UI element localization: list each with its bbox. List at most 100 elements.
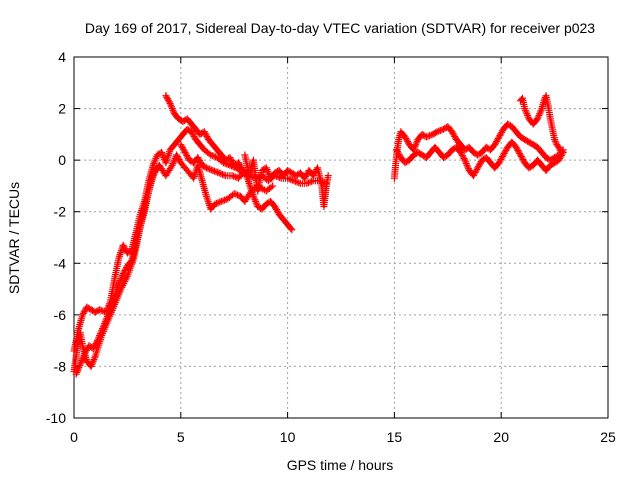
data-point (249, 192, 257, 200)
data-point (152, 165, 160, 173)
data-point (179, 145, 187, 153)
data-point (120, 243, 128, 251)
data-point (89, 359, 97, 367)
x-axis-label: GPS time / hours (287, 457, 394, 473)
data-point (410, 144, 418, 152)
data-point (74, 367, 82, 375)
data-point (118, 271, 126, 279)
data-point (245, 179, 253, 187)
data-point (462, 160, 470, 168)
data-point (170, 158, 178, 166)
data-point (518, 154, 526, 162)
data-point (162, 92, 170, 100)
data-point (216, 198, 224, 206)
data-point (535, 111, 543, 119)
data-point (219, 197, 227, 205)
data-point (273, 207, 281, 215)
data-point (115, 252, 123, 260)
data-point (98, 326, 106, 334)
grid-lines (74, 57, 608, 418)
data-point (119, 270, 127, 278)
data-point (324, 172, 332, 180)
data-point (195, 155, 203, 163)
data-point (175, 156, 183, 164)
data-point (90, 356, 98, 364)
data-point (90, 343, 98, 351)
x-tick-label: 0 (70, 429, 78, 445)
x-tick-label: 15 (387, 429, 403, 445)
data-point (97, 328, 105, 336)
data-point (207, 151, 215, 159)
data-point (432, 129, 440, 137)
data-point (264, 169, 272, 177)
data-point (474, 164, 482, 172)
data-point (460, 155, 468, 163)
data-point (493, 136, 501, 144)
data-point (435, 127, 443, 135)
data-point (121, 244, 129, 252)
data-point (306, 178, 314, 186)
data-point (433, 128, 441, 136)
data-point (183, 152, 191, 160)
data-point (177, 141, 185, 149)
data-point (181, 148, 189, 156)
data-point (450, 131, 458, 139)
data-point (512, 143, 520, 151)
data-point (237, 163, 245, 171)
data-point (79, 355, 87, 363)
axis-ticks: 0 5 10 15 20 25 -10 -8 -6 -4 -2 0 2 4 (46, 49, 616, 445)
y-tick-label: -2 (54, 204, 67, 220)
data-point (164, 96, 172, 104)
data-point (558, 147, 566, 155)
data-point (412, 141, 420, 149)
series-markers (70, 92, 567, 378)
data-point (105, 309, 113, 317)
data-point (471, 169, 479, 177)
data-point (220, 171, 228, 179)
y-tick-label: 2 (58, 101, 66, 117)
data-point (513, 145, 521, 153)
data-point (269, 182, 277, 190)
data-point (457, 150, 465, 158)
data-point (94, 335, 102, 343)
data-point (402, 134, 410, 142)
data-point (476, 159, 484, 167)
data-point (232, 190, 240, 198)
data-point (214, 199, 222, 207)
data-point (236, 162, 244, 170)
data-point (302, 171, 310, 179)
y-tick-label: 0 (58, 152, 66, 168)
data-point (164, 95, 172, 103)
data-point (284, 174, 292, 182)
data-point (81, 350, 89, 358)
data-point (87, 362, 95, 370)
data-point (187, 128, 195, 136)
data-point (200, 128, 208, 136)
data-point (285, 175, 293, 183)
data-point (470, 170, 478, 178)
data-point (263, 166, 271, 174)
data-point (213, 199, 221, 207)
data-point (80, 351, 88, 359)
data-point (206, 165, 214, 173)
data-point (496, 157, 504, 165)
data-point (207, 166, 215, 174)
data-point (103, 313, 111, 321)
data-point (228, 157, 236, 165)
data-point (475, 161, 483, 169)
data-point (288, 176, 296, 184)
data-point (524, 111, 532, 119)
data-point (230, 190, 238, 198)
data-point (203, 132, 211, 140)
data-point (218, 170, 226, 178)
data-point (500, 149, 508, 157)
data-point (173, 153, 181, 161)
data-point (426, 132, 434, 140)
data-point (121, 267, 129, 275)
data-point (103, 314, 111, 322)
data-point (267, 183, 275, 191)
data-point (457, 148, 465, 156)
y-tick-label: -8 (54, 358, 67, 374)
x-tick-label: 10 (280, 429, 296, 445)
data-point (290, 177, 298, 185)
